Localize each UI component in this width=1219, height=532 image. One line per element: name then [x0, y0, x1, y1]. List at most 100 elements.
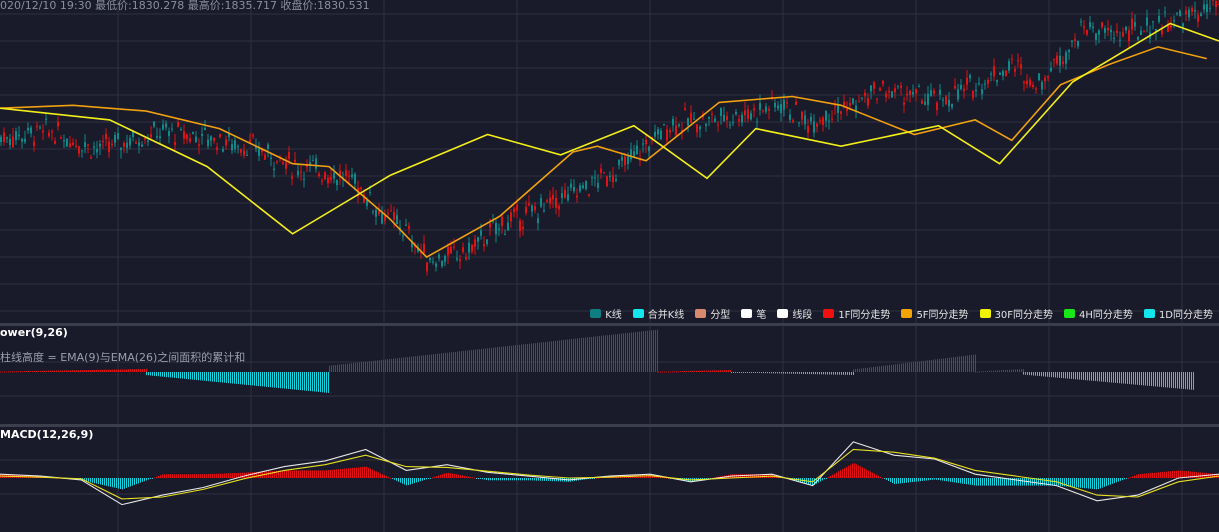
- macd-hist-bar: [460, 475, 461, 478]
- candle-body: [48, 132, 50, 137]
- candle-body: [1089, 22, 1091, 28]
- power-bar: [50, 370, 51, 372]
- macd-hist-bar: [548, 478, 549, 482]
- legend-item[interactable]: 分型: [695, 306, 730, 321]
- power-bar: [92, 369, 93, 372]
- macd-indicator-title: MACD(12,26,9): [0, 428, 94, 441]
- candle-body: [30, 127, 32, 134]
- macd-hist-bar: [862, 467, 863, 478]
- power-bar: [664, 371, 665, 373]
- candle-body: [348, 175, 350, 177]
- power-bar: [2, 371, 3, 373]
- legend-label: 4H同分走势: [1079, 310, 1133, 321]
- power-bar: [298, 372, 299, 390]
- power-bar: [993, 370, 994, 372]
- macd-hist-bar: [1174, 470, 1175, 478]
- legend-item[interactable]: 线段: [777, 306, 812, 321]
- macd-hist-bar: [988, 478, 989, 486]
- candle-body: [528, 203, 530, 206]
- legend-item[interactable]: 合并K线: [632, 306, 684, 321]
- candle-body: [780, 104, 782, 114]
- macd-hist-bar: [1102, 478, 1103, 488]
- macd-hist-bar: [342, 468, 343, 478]
- power-bar: [60, 370, 61, 372]
- macd-hist-bar: [498, 478, 499, 481]
- power-bar: [688, 371, 689, 373]
- power-bar: [457, 351, 458, 372]
- candle-body: [1143, 31, 1145, 33]
- power-bar: [258, 372, 259, 387]
- candle-body: [375, 209, 377, 217]
- power-bar: [1055, 372, 1056, 378]
- macd-hist-bar: [530, 478, 531, 481]
- macd-hist-bar: [526, 478, 527, 481]
- power-bar: [1075, 372, 1076, 380]
- macd-hist-bar: [840, 470, 841, 478]
- power-bar: [160, 372, 161, 377]
- power-bar: [84, 370, 85, 372]
- macd-hist-bar: [278, 470, 279, 478]
- power-bar: [318, 372, 319, 392]
- candle-body: [942, 99, 944, 101]
- power-bar: [963, 355, 964, 372]
- candle-body: [456, 258, 458, 260]
- power-bar: [373, 360, 374, 372]
- power-bar: [411, 356, 412, 372]
- ohlc-info: 020/12/10 19:30 最低价:1830.278 最高价:1835.71…: [0, 0, 370, 12]
- macd-hist-bar: [308, 470, 309, 478]
- candle-body: [99, 143, 101, 147]
- power-bar: [509, 345, 510, 372]
- power-bar: [302, 372, 303, 391]
- candle-body: [1119, 39, 1121, 41]
- power-bar: [1087, 372, 1088, 381]
- power-bar: [676, 371, 677, 373]
- macd-hist-bar: [162, 474, 163, 478]
- power-bar: [10, 371, 11, 373]
- macd-hist-bar: [286, 470, 287, 478]
- power-bar: [655, 329, 656, 372]
- macd-hist-bar: [88, 478, 89, 482]
- candle-body: [390, 210, 392, 212]
- candle-body: [57, 121, 59, 127]
- macd-hist-bar: [550, 478, 551, 482]
- legend-item[interactable]: 30F同分走势: [979, 306, 1053, 321]
- candle-body: [1140, 30, 1142, 35]
- legend-item[interactable]: 1D同分走势: [1143, 306, 1213, 321]
- power-bar: [409, 356, 410, 372]
- candle-body: [141, 144, 143, 147]
- power-bar: [995, 370, 996, 372]
- legend-item[interactable]: K线: [590, 306, 622, 321]
- power-bar: [1057, 372, 1058, 378]
- macd-hist-bar: [222, 473, 223, 478]
- candle-body: [471, 244, 473, 252]
- candle-body: [237, 146, 239, 148]
- macd-hist-bar: [114, 478, 115, 488]
- macd-hist-bar: [182, 474, 183, 478]
- power-bar: [563, 339, 564, 372]
- power-bar: [1089, 372, 1090, 381]
- power-bar: [955, 356, 956, 372]
- power-bar: [649, 330, 650, 372]
- legend-item[interactable]: 5F同分走势: [901, 306, 969, 321]
- power-bar: [228, 372, 229, 384]
- candle-body: [519, 220, 521, 232]
- legend-item[interactable]: 笔: [741, 306, 766, 321]
- power-bar: [653, 330, 654, 372]
- macd-hist-bar: [454, 473, 455, 478]
- power-bar: [118, 369, 119, 372]
- power-bar: [728, 370, 729, 372]
- legend-item[interactable]: 1F同分走势: [823, 306, 890, 321]
- candle-body: [270, 157, 272, 159]
- candle-body: [258, 148, 260, 156]
- power-bar: [473, 349, 474, 372]
- macd-hist-bar: [900, 478, 901, 484]
- power-bar: [419, 355, 420, 372]
- macd-hist-bar: [196, 474, 197, 478]
- candle-body: [900, 85, 902, 88]
- macd-hist-bar: [850, 464, 851, 478]
- power-bar: [477, 349, 478, 372]
- legend-item[interactable]: 4H同分走势: [1064, 306, 1133, 321]
- power-bar: [657, 329, 658, 372]
- macd-hist-bar: [158, 475, 159, 478]
